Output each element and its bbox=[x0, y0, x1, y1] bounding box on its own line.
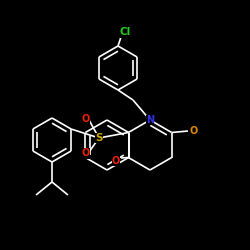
Text: S: S bbox=[95, 133, 103, 143]
Text: N: N bbox=[146, 115, 154, 125]
Text: O: O bbox=[81, 148, 89, 158]
Text: O: O bbox=[190, 126, 198, 136]
Text: O: O bbox=[81, 114, 89, 124]
Text: Cl: Cl bbox=[120, 27, 131, 37]
Text: O: O bbox=[112, 156, 120, 166]
